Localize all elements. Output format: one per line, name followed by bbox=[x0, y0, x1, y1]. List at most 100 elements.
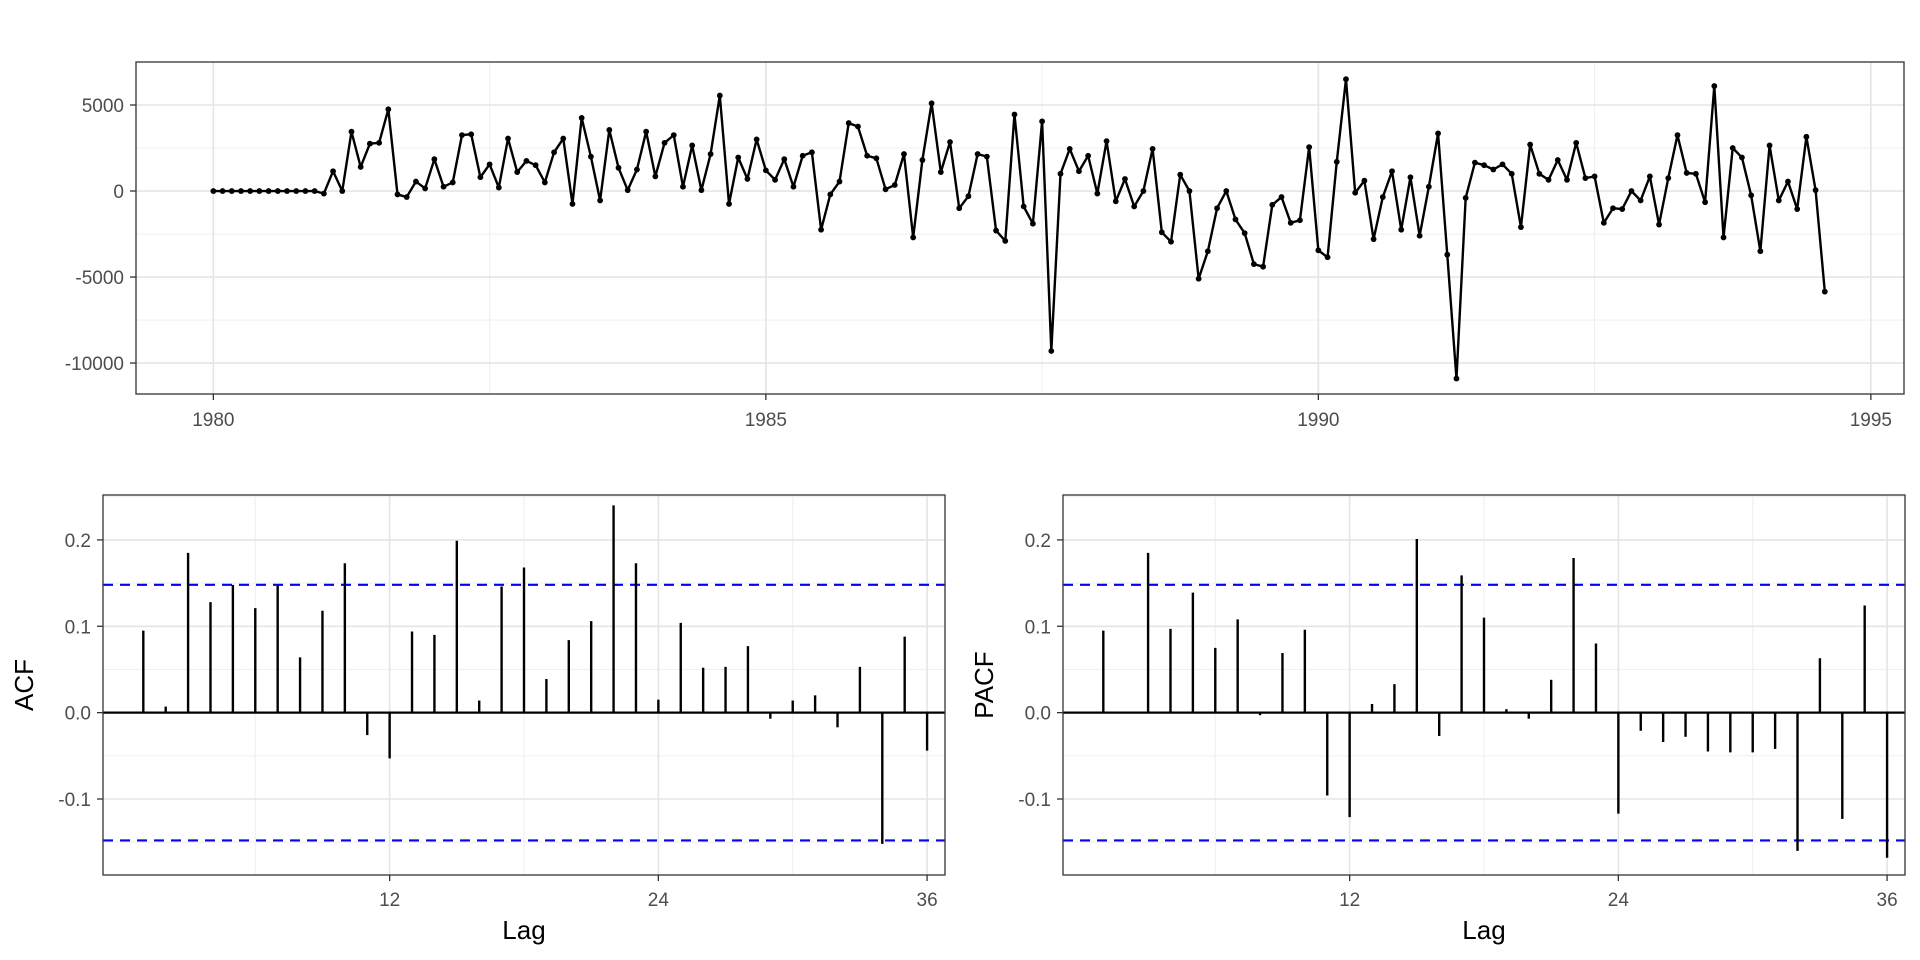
acf-y-tick-label: 0.1 bbox=[65, 617, 91, 638]
ts-data-point bbox=[256, 188, 263, 194]
ts-data-point bbox=[1324, 254, 1331, 261]
ts-data-point bbox=[1425, 183, 1432, 190]
ts-data-point bbox=[1536, 170, 1543, 177]
ts-data-point bbox=[1821, 288, 1828, 295]
ts-data-point bbox=[1370, 236, 1377, 243]
ts-data-point bbox=[320, 190, 327, 197]
pacf-x-tick-label: 12 bbox=[1339, 890, 1360, 911]
ts-data-point bbox=[1407, 174, 1414, 181]
ts-data-point bbox=[1029, 220, 1036, 227]
ts-data-point bbox=[1352, 189, 1359, 196]
ts-data-point bbox=[422, 185, 429, 192]
ts-data-point bbox=[1610, 205, 1616, 212]
ts-data-point bbox=[1646, 173, 1653, 180]
ts-data-point bbox=[726, 201, 732, 207]
ts-data-point bbox=[836, 178, 843, 185]
ts-data-point bbox=[385, 106, 392, 113]
ts-data-point bbox=[1508, 170, 1515, 177]
ts-data-point bbox=[578, 115, 585, 121]
pacf-panel: -0.1 0.0 0.1 0.2 12 24 36 Lag PACF bbox=[969, 494, 1906, 945]
ts-data-point bbox=[1683, 170, 1690, 176]
ts-data-point bbox=[845, 120, 852, 126]
ts-x-tick-label: 1995 bbox=[1850, 410, 1892, 431]
ts-data-point bbox=[772, 176, 778, 183]
ts-y-tick-label: -10000 bbox=[65, 354, 124, 375]
ts-data-point bbox=[910, 234, 917, 241]
ts-data-point bbox=[827, 191, 834, 198]
pacf-x-axis-title: Lag bbox=[1462, 915, 1505, 945]
ts-data-point bbox=[1048, 348, 1055, 354]
ts-data-point bbox=[1766, 142, 1773, 149]
ts-data-point bbox=[652, 173, 659, 180]
ts-data-point bbox=[993, 227, 999, 234]
ts-data-point bbox=[1628, 188, 1635, 194]
ts-data-point bbox=[1195, 275, 1202, 282]
ts-data-point bbox=[293, 188, 300, 194]
ts-data-point bbox=[818, 226, 824, 233]
ts-data-point bbox=[1177, 171, 1184, 178]
ts-data-point bbox=[348, 128, 355, 135]
ts-data-point bbox=[1287, 219, 1294, 226]
ts-data-point bbox=[1204, 248, 1211, 255]
ts-data-point bbox=[1343, 76, 1349, 83]
ts-data-point bbox=[1499, 161, 1506, 168]
ts-data-point bbox=[1637, 197, 1644, 204]
ts-data-point bbox=[1462, 194, 1469, 201]
ts-data-point bbox=[1481, 162, 1487, 169]
ts-data-point bbox=[670, 132, 677, 139]
ts-data-point bbox=[1729, 145, 1736, 151]
ts-data-point bbox=[744, 176, 751, 182]
ts-data-point bbox=[228, 188, 235, 194]
ts-data-point bbox=[1591, 173, 1598, 180]
ts-data-point bbox=[1094, 190, 1101, 197]
ts-data-point bbox=[1757, 248, 1764, 255]
ts-data-point bbox=[753, 136, 760, 143]
acf-x-tick-label: 36 bbox=[917, 890, 938, 911]
ts-data-point bbox=[1600, 219, 1607, 226]
ts-data-point bbox=[1278, 194, 1285, 200]
ts-data-point bbox=[1812, 187, 1819, 194]
acf-y-tick-label: -0.1 bbox=[58, 790, 91, 811]
ts-data-point bbox=[689, 142, 696, 149]
ts-data-point bbox=[1389, 168, 1395, 175]
pacf-x-tick-label: 36 bbox=[1877, 890, 1898, 911]
ts-data-point bbox=[1066, 145, 1073, 152]
ts-data-point bbox=[799, 152, 806, 159]
ts-data-point bbox=[634, 166, 640, 173]
ts-data-point bbox=[983, 153, 990, 160]
ts-data-point bbox=[1665, 175, 1672, 182]
ts-data-point bbox=[1306, 144, 1313, 151]
ts-data-point bbox=[1453, 375, 1460, 382]
acf-x-tick-label: 12 bbox=[379, 890, 400, 911]
ts-data-point bbox=[302, 188, 309, 194]
ts-data-point bbox=[210, 188, 217, 194]
ts-panel-border bbox=[135, 61, 1905, 395]
ts-data-point bbox=[551, 149, 557, 156]
ts-data-point bbox=[1379, 194, 1386, 200]
ts-data-point bbox=[403, 194, 410, 200]
acf-x-tick-label: 24 bbox=[648, 890, 670, 911]
pacf-y-tick-label: -0.1 bbox=[1018, 790, 1051, 811]
ts-data-point bbox=[873, 155, 880, 162]
ts-data-point bbox=[1416, 232, 1423, 239]
ts-data-point bbox=[219, 188, 226, 194]
ts-data-point bbox=[569, 201, 576, 207]
ts-data-point bbox=[523, 158, 530, 164]
ts-data-point bbox=[597, 197, 603, 204]
ts-data-point bbox=[1554, 157, 1561, 163]
ts-data-point bbox=[284, 188, 290, 194]
ts-data-point bbox=[495, 184, 502, 191]
ts-data-point bbox=[247, 188, 254, 194]
ts-data-point bbox=[919, 157, 926, 163]
ts-data-point bbox=[1739, 154, 1745, 161]
ts-data-point bbox=[1748, 192, 1755, 199]
ts-data-point bbox=[1122, 176, 1128, 182]
ts-data-point bbox=[1250, 261, 1257, 268]
ts-data-point bbox=[606, 127, 613, 133]
ts-data-point bbox=[1720, 234, 1727, 241]
ts-data-point bbox=[394, 191, 401, 198]
ts-data-point bbox=[1011, 111, 1018, 118]
ts-data-point bbox=[928, 100, 935, 107]
ts-data-point bbox=[587, 153, 594, 160]
pacf-y-tick-label: 0.1 bbox=[1025, 617, 1051, 638]
